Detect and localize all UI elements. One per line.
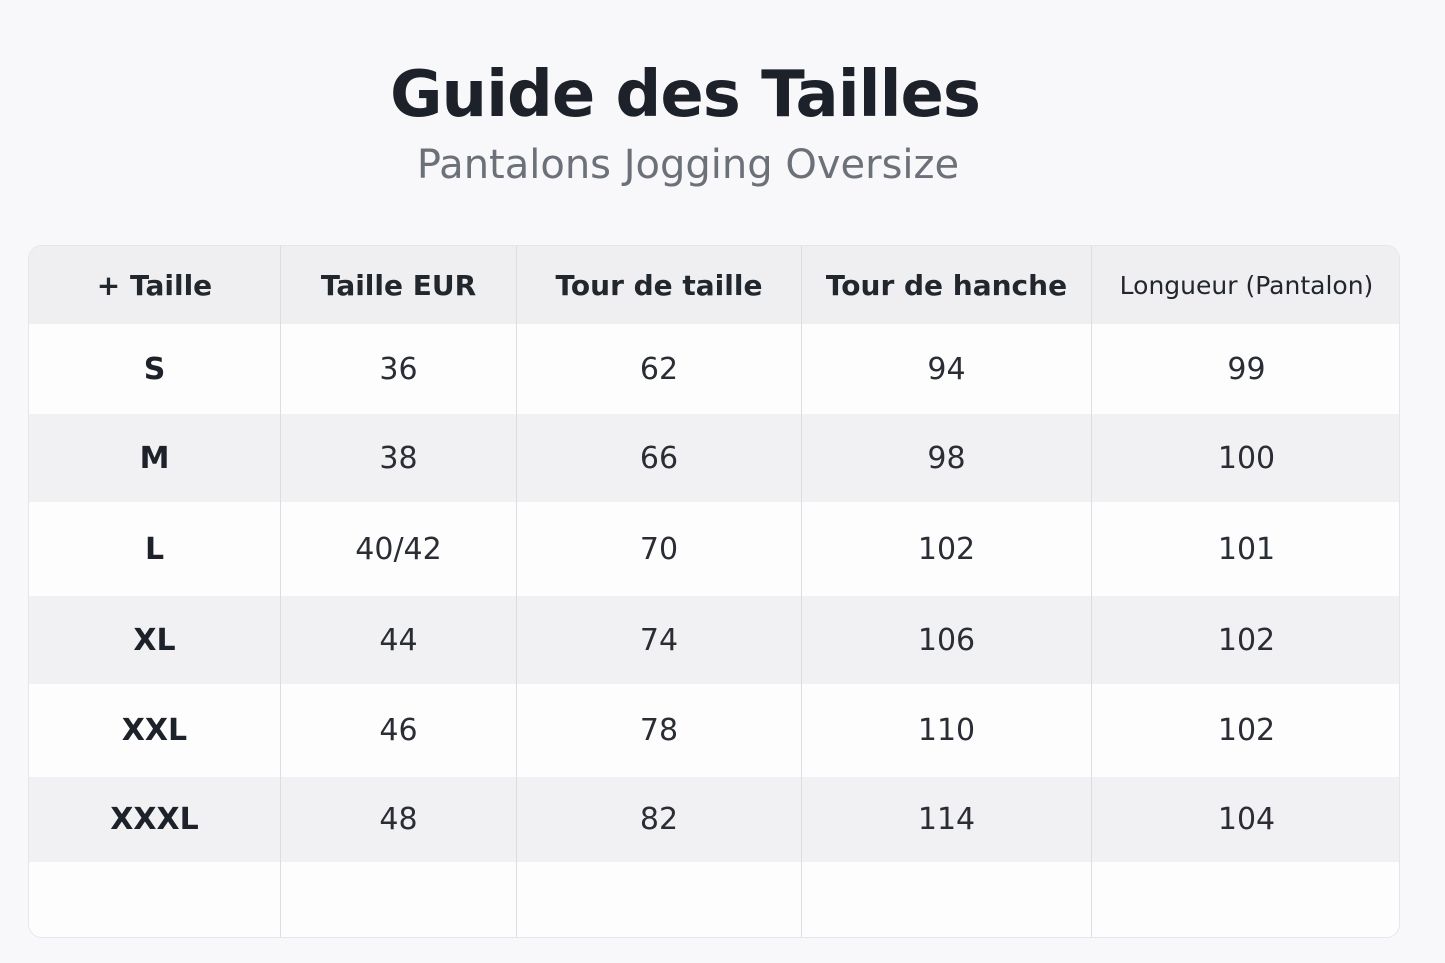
table-cell <box>801 862 1091 937</box>
page-title: Guide des Tailles <box>389 58 981 132</box>
table-cell: 102 <box>801 502 1091 596</box>
table-cell: M <box>139 440 170 476</box>
table-row: S 36 62 94 99 <box>29 324 1399 414</box>
table-cell: 36 <box>280 324 516 414</box>
table-cell: S <box>143 351 166 387</box>
table-cell: 106 <box>801 596 1091 684</box>
table-cell: 44 <box>280 596 516 684</box>
table-cell: 94 <box>801 324 1091 414</box>
table-cell: 46 <box>280 684 516 777</box>
table-cell: 100 <box>1091 414 1399 502</box>
table-row: M 38 66 98 100 <box>29 414 1399 502</box>
table-cell: 62 <box>516 324 801 414</box>
table-cell: 104 <box>1091 777 1399 862</box>
table-row: XXL 46 78 110 102 <box>29 684 1399 777</box>
table-cell: 110 <box>801 684 1091 777</box>
size-table: + Taille Taille EUR Tour de taille Tour de … <box>28 245 1400 938</box>
page-subtitle: Pantalons Jogging Oversize <box>416 142 960 188</box>
table-cell: 48 <box>280 777 516 862</box>
table-cell <box>1091 862 1399 937</box>
table-row: XL 44 74 106 102 <box>29 596 1399 684</box>
table-cell <box>280 862 516 937</box>
column-header: Taille EUR <box>280 246 516 324</box>
table-cell: 40/42 <box>280 502 516 596</box>
table-cell <box>516 862 801 937</box>
column-header: + Taille <box>96 268 213 302</box>
table-row: L 40/42 70 102 101 <box>29 502 1399 596</box>
table-cell: XXXL <box>110 802 199 837</box>
table-cell: 70 <box>516 502 801 596</box>
table-cell: 114 <box>801 777 1091 862</box>
table-cell: 74 <box>516 596 801 684</box>
table-cell: 99 <box>1091 324 1399 414</box>
table-cell: 101 <box>1091 502 1399 596</box>
table-cell: 102 <box>1091 684 1399 777</box>
table-cell: 78 <box>516 684 801 777</box>
table-cell <box>29 862 280 937</box>
column-header: Tour de hanche <box>801 246 1091 324</box>
table-cell: 66 <box>516 414 801 502</box>
table-cell: 38 <box>280 414 516 502</box>
header-row: + Taille Taille EUR Tour de taille Tour de … <box>29 246 1399 324</box>
table-cell: 98 <box>801 414 1091 502</box>
table-row: XXXL 48 82 114 104 <box>29 777 1399 862</box>
column-header: Longueur (Pantalon) <box>1091 246 1399 324</box>
column-header: Tour de taille <box>516 246 801 324</box>
table-cell: 82 <box>516 777 801 862</box>
table-cell: XXL <box>121 713 188 748</box>
table-cell: L <box>144 531 165 567</box>
table-cell: 102 <box>1091 596 1399 684</box>
table-cell: XL <box>133 622 176 658</box>
table-row <box>29 862 1399 937</box>
